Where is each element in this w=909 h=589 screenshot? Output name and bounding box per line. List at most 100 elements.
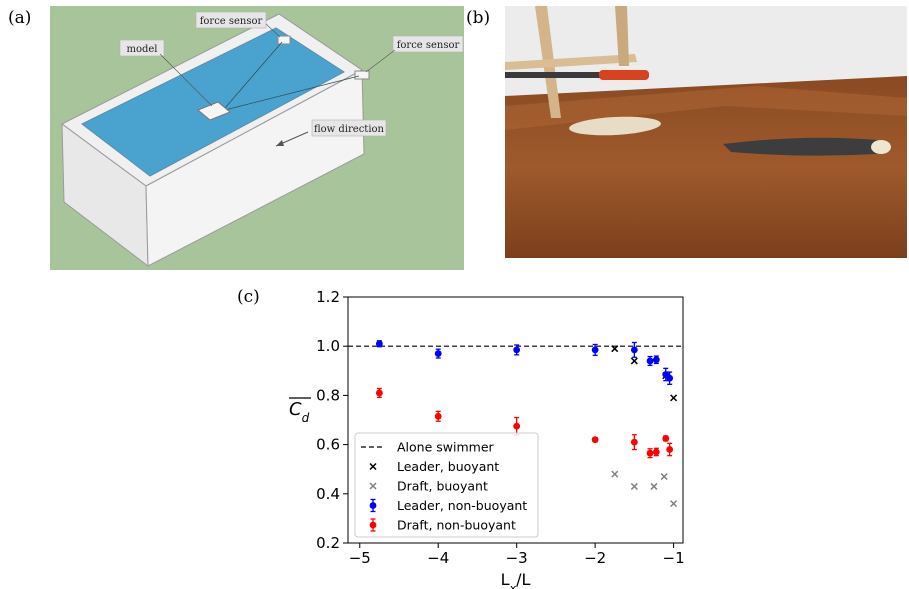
legend-swatch-draft-non-buoyant bbox=[369, 518, 377, 532]
point-draft-non-buoyant-marker bbox=[513, 422, 521, 430]
x-axis-label: Lx/L bbox=[501, 570, 531, 589]
y-tick-label: 0.4 bbox=[316, 485, 340, 503]
legend-label: Draft, non-buoyant bbox=[397, 518, 516, 533]
leader-line-model bbox=[159, 53, 213, 107]
point-leader-non-buoyant bbox=[630, 341, 638, 358]
force-sensor-right bbox=[354, 70, 370, 80]
legend-swatch-leader-buoyant bbox=[369, 462, 377, 471]
x-tick-label: −5 bbox=[349, 549, 371, 567]
point-draft-non-buoyant-marker bbox=[652, 448, 660, 456]
legend-swatch-leader-non-buoyant bbox=[369, 498, 377, 513]
sensor-wire-right bbox=[224, 75, 360, 111]
sensor-rod bbox=[505, 72, 605, 78]
point-draft-non-buoyant bbox=[666, 442, 674, 457]
legend-swatch-leader-buoyant-stroke-b bbox=[369, 462, 377, 471]
wooden-brace bbox=[505, 54, 637, 70]
legend-swatch-leader-non-buoyant-marker bbox=[369, 502, 377, 509]
point-draft-non-buoyant-marker bbox=[630, 438, 638, 446]
label-model: model bbox=[126, 44, 157, 55]
point-draft-non-buoyant bbox=[652, 447, 660, 457]
legend-swatch-draft-non-buoyant-marker bbox=[369, 521, 377, 529]
point-leader-non-buoyant-marker bbox=[652, 356, 660, 364]
point-draft-non-buoyant bbox=[591, 436, 599, 444]
water-surface bbox=[81, 27, 345, 177]
leader-model bbox=[569, 116, 661, 136]
point-draft-non-buoyant bbox=[662, 435, 670, 442]
x-tick-label: −3 bbox=[506, 549, 528, 567]
legend-box bbox=[354, 432, 539, 538]
point-draft-non-buoyant-marker bbox=[646, 449, 654, 457]
panel-label-c: (c) bbox=[237, 287, 260, 307]
y-axis-label: Cd bbox=[289, 399, 310, 425]
point-draft-non-buoyant bbox=[513, 416, 521, 436]
point-draft-buoyant-stroke-b bbox=[611, 470, 619, 478]
flow-arrow-head bbox=[276, 140, 284, 146]
panel-label-a: (a) bbox=[8, 8, 32, 28]
legend: Alone swimmer Leader, buoyant Draft, buoya… bbox=[354, 432, 539, 538]
leader-line-force-sensor-right bbox=[365, 49, 396, 73]
experiment-photo bbox=[505, 6, 907, 258]
point-leader-buoyant bbox=[630, 357, 638, 365]
point-draft-non-buoyant-marker bbox=[375, 389, 383, 397]
leader-line-force-sensor-top bbox=[265, 23, 281, 38]
point-leader-buoyant-stroke-b bbox=[611, 345, 619, 353]
label-box-force-sensor-top bbox=[195, 11, 267, 29]
point-draft-non-buoyant bbox=[434, 410, 442, 422]
sensor-handle bbox=[599, 70, 649, 80]
point-leader-non-buoyant-marker bbox=[513, 346, 521, 354]
y-tick-label: 1.2 bbox=[316, 288, 340, 306]
force-sensor-top bbox=[277, 35, 291, 45]
tank-schematic: force sensor force sensor model flow dir… bbox=[50, 6, 464, 270]
point-draft-buoyant-stroke-b bbox=[630, 482, 638, 490]
point-draft-non-buoyant-marker bbox=[591, 436, 599, 444]
x-tick-label: −1 bbox=[663, 549, 685, 567]
point-leader-non-buoyant bbox=[513, 344, 521, 356]
point-draft-buoyant bbox=[611, 470, 619, 478]
point-leader-non-buoyant-marker bbox=[666, 374, 674, 382]
point-leader-buoyant bbox=[611, 345, 619, 353]
legend-label: Leader, buoyant bbox=[397, 459, 499, 474]
x-tick-label: −2 bbox=[584, 549, 606, 567]
point-leader-non-buoyant bbox=[375, 340, 383, 348]
draft-model bbox=[723, 137, 883, 156]
y-tick-label: 0.2 bbox=[316, 534, 340, 552]
x-tick-label: −4 bbox=[427, 549, 449, 567]
label-force-sensor-right: force sensor bbox=[397, 40, 460, 51]
point-leader-buoyant-stroke-b bbox=[630, 357, 638, 365]
label-box-model bbox=[119, 39, 165, 57]
wooden-post-2 bbox=[615, 6, 629, 66]
point-leader-non-buoyant-marker bbox=[591, 346, 599, 354]
label-force-sensor-top: force sensor bbox=[200, 16, 263, 27]
point-draft-non-buoyant bbox=[630, 434, 638, 451]
draft-model-tip bbox=[871, 140, 891, 154]
legend-label: Draft, buoyant bbox=[397, 479, 488, 494]
point-leader-non-buoyant bbox=[591, 343, 599, 356]
tank-side-face bbox=[145, 69, 365, 267]
point-leader-non-buoyant-marker bbox=[646, 357, 654, 365]
point-draft-buoyant-stroke-b bbox=[660, 473, 668, 481]
point-draft-buoyant bbox=[670, 500, 678, 508]
point-leader-non-buoyant bbox=[666, 371, 674, 385]
legend-swatch-draft-buoyant-stroke-b bbox=[369, 482, 377, 490]
point-leader-non-buoyant bbox=[646, 355, 654, 367]
panel-label-b: (b) bbox=[466, 8, 491, 28]
point-draft-buoyant bbox=[650, 482, 658, 490]
point-leader-non-buoyant bbox=[434, 348, 442, 359]
label-box-force-sensor-right bbox=[392, 35, 464, 53]
point-leader-non-buoyant-marker bbox=[375, 340, 383, 348]
label-flow-direction: flow direction bbox=[314, 124, 385, 135]
point-draft-non-buoyant bbox=[375, 387, 383, 399]
point-draft-non-buoyant-marker bbox=[434, 412, 442, 420]
drag-coefficient-chart: −5 −4 −3 −2 −1 0.2 0.4 0.6 0.8 1.0 1.2 Lx/L Cd Alone … bbox=[289, 288, 685, 589]
y-tick-label: 0.8 bbox=[316, 386, 340, 404]
point-leader-buoyant-stroke-b bbox=[670, 394, 678, 402]
label-box-flow-direction bbox=[311, 119, 387, 137]
legend-swatch-draft-buoyant bbox=[369, 482, 377, 490]
legend-label: Alone swimmer bbox=[397, 440, 495, 455]
model-plate bbox=[197, 101, 231, 121]
point-draft-buoyant bbox=[630, 482, 638, 490]
point-leader-non-buoyant bbox=[652, 355, 660, 365]
point-leader-non-buoyant-marker bbox=[434, 350, 442, 357]
sensor-wire-top bbox=[224, 41, 283, 109]
point-draft-buoyant-stroke-b bbox=[670, 500, 678, 508]
